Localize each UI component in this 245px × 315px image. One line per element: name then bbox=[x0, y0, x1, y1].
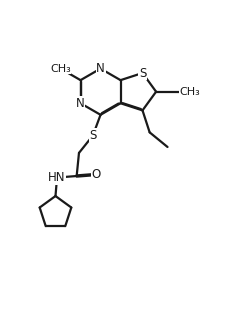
Text: N: N bbox=[96, 62, 105, 75]
Text: O: O bbox=[92, 168, 101, 181]
Text: N: N bbox=[76, 97, 85, 110]
Text: S: S bbox=[139, 66, 146, 79]
Text: CH₃: CH₃ bbox=[179, 87, 200, 97]
Text: CH₃: CH₃ bbox=[50, 64, 71, 74]
Text: HN: HN bbox=[48, 171, 66, 184]
Text: S: S bbox=[89, 129, 97, 142]
